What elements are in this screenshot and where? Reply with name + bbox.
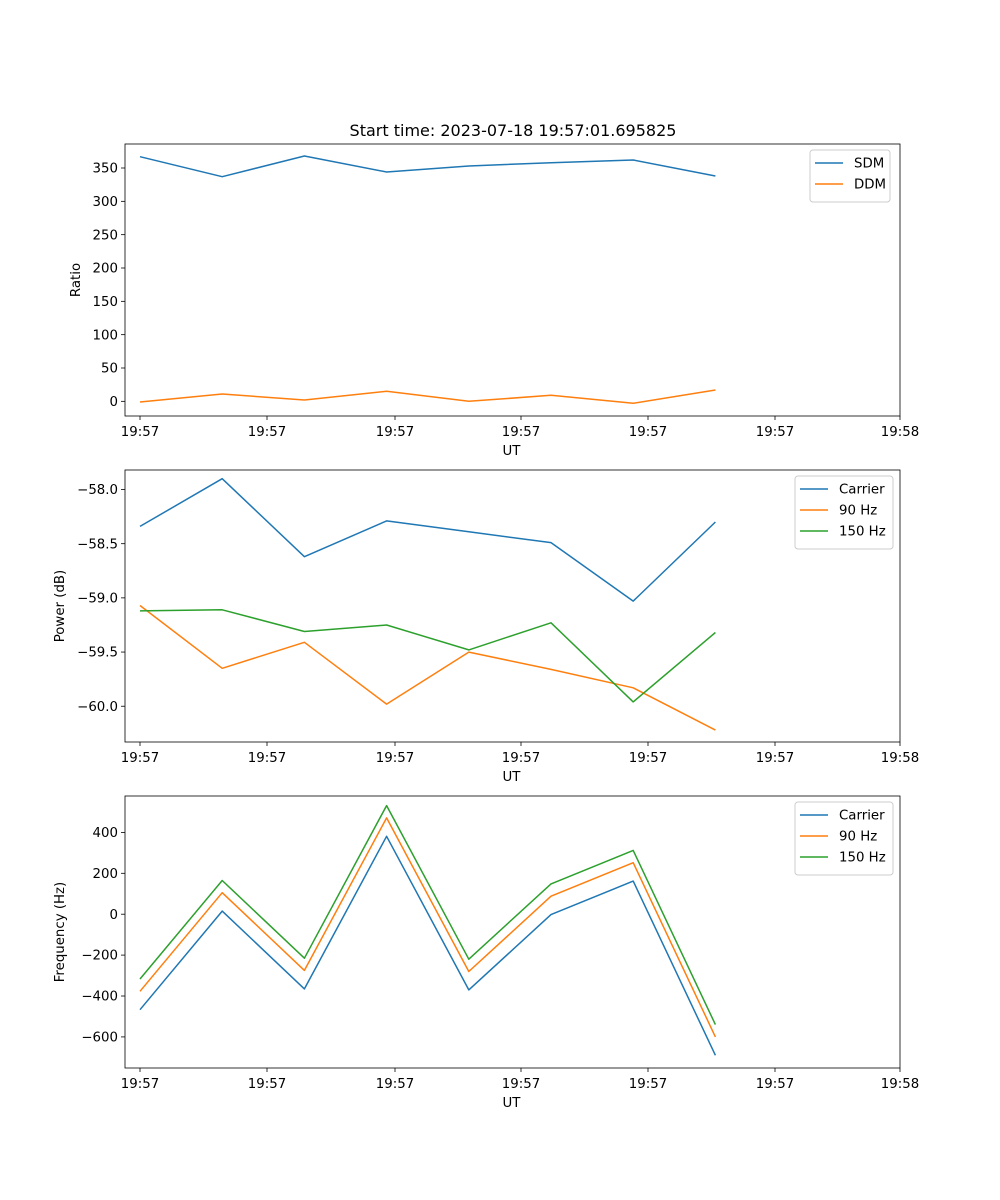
y-tick-label: −200 — [81, 949, 118, 964]
x-tick-label: 19:57 — [629, 425, 667, 440]
x-tick-label: 19:57 — [756, 1077, 794, 1092]
y-axis-label: Power (dB) — [53, 570, 68, 643]
figure-title: Start time: 2023-07-18 19:57:01.695825 — [350, 121, 677, 140]
legend-label: Carrier — [839, 483, 885, 498]
series-line-carrier — [139, 477, 716, 602]
x-tick-label: 19:57 — [121, 1077, 159, 1092]
x-tick-label: 19:57 — [121, 425, 159, 440]
x-tick-label: 19:57 — [248, 751, 286, 766]
panel-1: 0 50 100 150 200 250 300 350 19:57 19:57 19:57 19:5… — [69, 143, 919, 459]
legend-label: 150 Hz — [839, 525, 886, 540]
legend-label: DDM — [854, 178, 886, 193]
y-tick-label: −400 — [81, 990, 118, 1005]
y-tick-label: 200 — [93, 262, 118, 277]
y-tick-label: 50 — [101, 362, 118, 377]
series-line-ddm — [139, 389, 716, 405]
x-tick-label: 19:57 — [502, 425, 540, 440]
y-tick-label: −600 — [81, 1031, 118, 1046]
y-tick-label: 250 — [93, 228, 118, 243]
series-line-carrier — [139, 835, 717, 1056]
y-tick-label: −60.0 — [77, 700, 118, 715]
y-tick-label: −59.5 — [77, 646, 118, 661]
x-tick-label: 19:57 — [121, 751, 159, 766]
y-tick-label: 150 — [93, 295, 118, 310]
y-tick-label: −58.5 — [77, 537, 118, 552]
x-tick-label: 19:57 — [756, 425, 794, 440]
x-axis-label: UT — [503, 1096, 522, 1111]
x-tick-label: 19:57 — [248, 425, 286, 440]
y-tick-label: 0 — [110, 395, 118, 410]
y-tick-label: −58.0 — [77, 483, 118, 498]
series-line-150-hz — [139, 804, 717, 1025]
legend-label: 150 Hz — [839, 851, 886, 866]
x-tick-label: 19:57 — [376, 1077, 414, 1092]
x-tick-label: 19:57 — [376, 425, 414, 440]
x-tick-label: 19:57 — [756, 751, 794, 766]
y-tick-label: 300 — [93, 195, 118, 210]
y-tick-label: 350 — [93, 162, 118, 177]
y-tick-label: −59.0 — [77, 591, 118, 606]
x-tick-label: 19:57 — [248, 1077, 286, 1092]
x-axis-label: UT — [503, 444, 522, 459]
panels: 0 50 100 150 200 250 300 350 19:57 19:57 19:57 19:5… — [53, 143, 919, 1111]
series-line-sdm — [139, 155, 716, 178]
plot-frame — [124, 469, 901, 743]
y-tick-label: 200 — [93, 867, 118, 882]
legend-label: Carrier — [839, 809, 885, 824]
y-tick-label: 100 — [93, 328, 118, 343]
plot-frame — [124, 143, 901, 417]
series-line-90-hz — [139, 817, 717, 1038]
y-tick-label: 0 — [110, 908, 118, 923]
y-tick-label: 400 — [93, 826, 118, 841]
x-tick-label: 19:58 — [881, 425, 919, 440]
panel-3: −600 −400 −200 0 200 400 19:57 19:57 19:57 19:57 1… — [53, 795, 919, 1111]
series-line-90-hz — [139, 604, 716, 731]
panel-2: −58.0 −58.5 −59.0 −59.5 −60.0 19:57 19:57 19:57… — [53, 469, 919, 785]
x-tick-label: 19:58 — [881, 751, 919, 766]
x-tick-label: 19:57 — [376, 751, 414, 766]
x-tick-label: 19:57 — [502, 751, 540, 766]
legend-label: SDM — [854, 157, 884, 172]
x-axis-label: UT — [503, 770, 522, 785]
plot-frame — [124, 795, 901, 1069]
series-line-150-hz — [139, 609, 716, 703]
y-axis-label: Ratio — [69, 263, 84, 297]
x-tick-label: 19:57 — [502, 1077, 540, 1092]
x-tick-label: 19:57 — [629, 751, 667, 766]
legend-label: 90 Hz — [839, 830, 877, 845]
x-tick-label: 19:58 — [881, 1077, 919, 1092]
x-tick-label: 19:57 — [629, 1077, 667, 1092]
y-axis-label: Frequency (Hz) — [53, 882, 68, 983]
legend-label: 90 Hz — [839, 504, 877, 519]
